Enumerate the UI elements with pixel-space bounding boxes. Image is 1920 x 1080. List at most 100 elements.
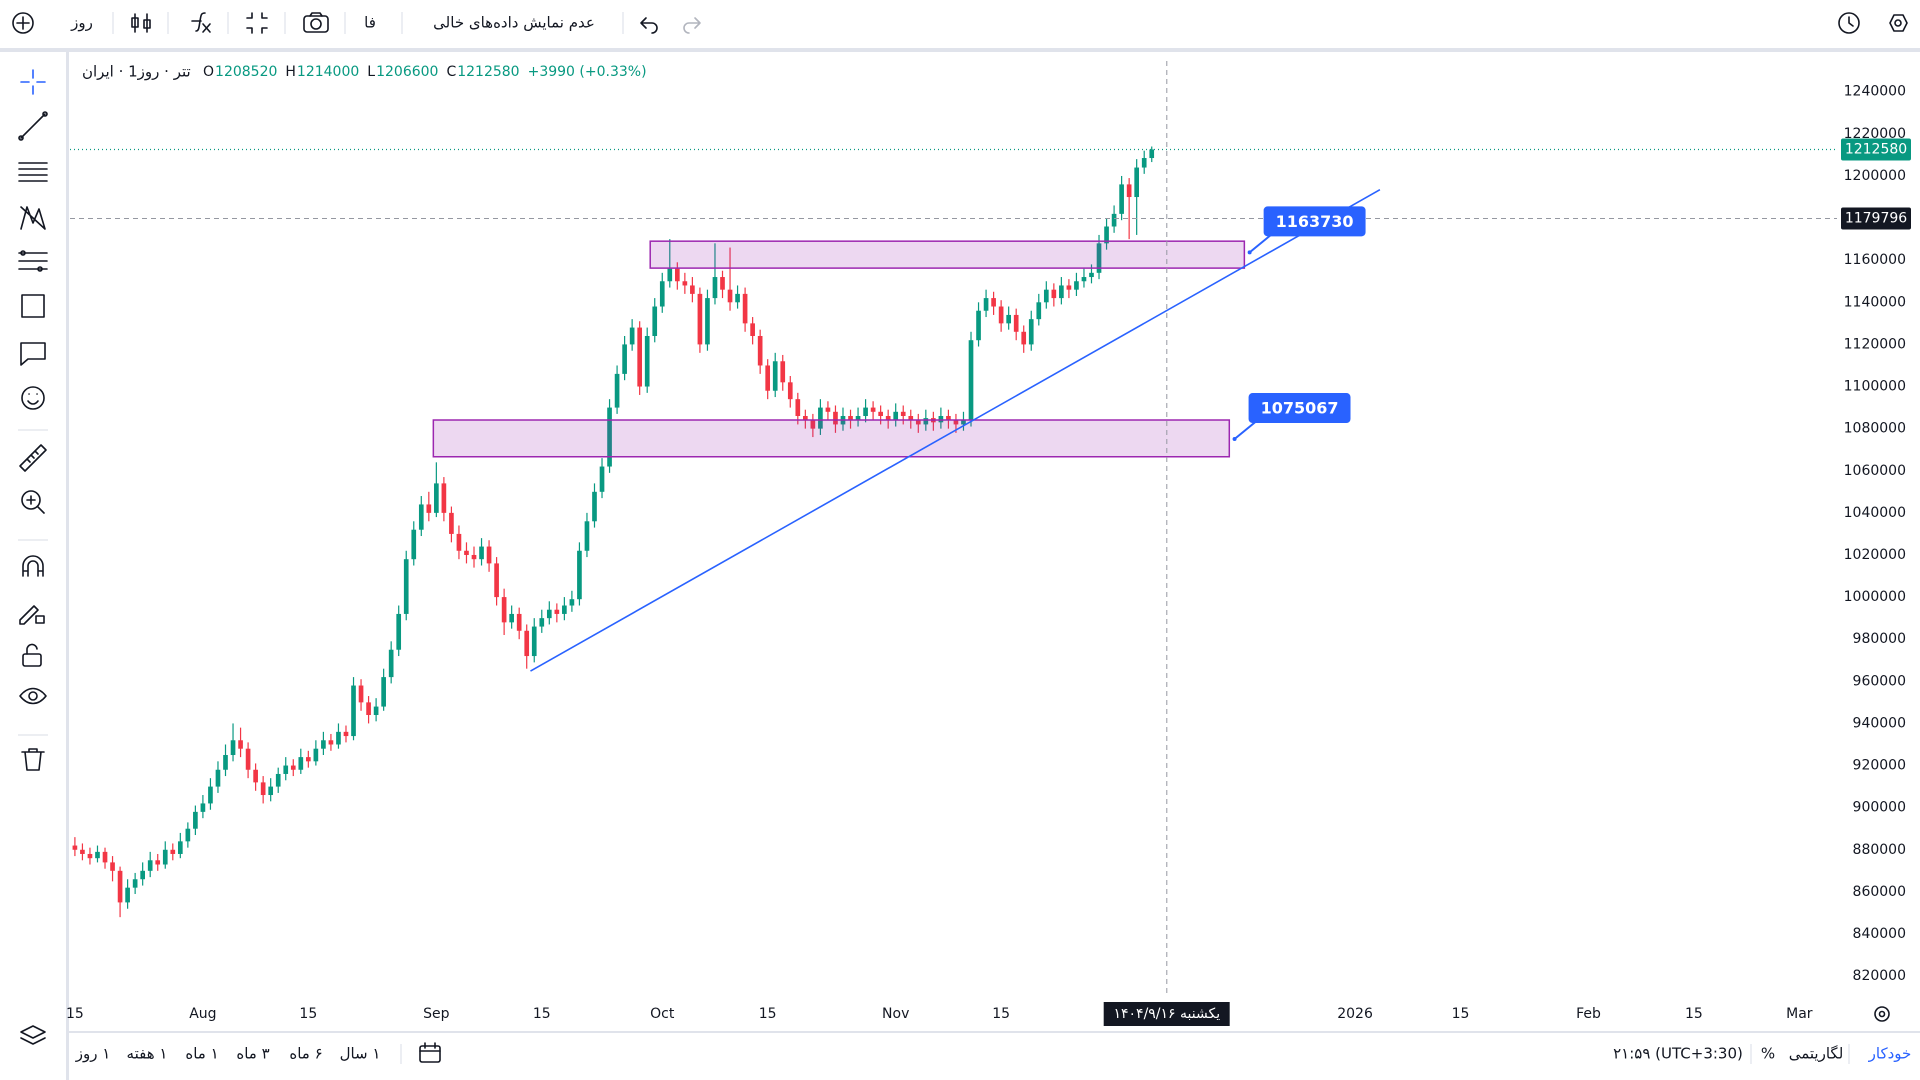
candle-body bbox=[1089, 272, 1094, 278]
range-button[interactable]: ۱ روز bbox=[75, 1044, 111, 1063]
candle-body bbox=[290, 765, 296, 770]
candle-body bbox=[426, 504, 432, 513]
candle-body bbox=[1149, 149, 1155, 159]
candle-body bbox=[983, 298, 989, 311]
percent-toggle[interactable]: % bbox=[1760, 1044, 1776, 1063]
y-tick-label: 1020000 bbox=[1844, 547, 1906, 563]
crosshair-tool[interactable] bbox=[20, 69, 46, 95]
candle-body bbox=[162, 849, 168, 865]
crosshair-price-box bbox=[1841, 207, 1911, 230]
candle-body bbox=[870, 407, 876, 412]
candle-body bbox=[1021, 331, 1027, 345]
shape-tool[interactable] bbox=[21, 294, 45, 318]
fib-tool[interactable] bbox=[18, 250, 48, 272]
object-tree-button[interactable] bbox=[20, 1025, 46, 1045]
language-button[interactable]: فا bbox=[364, 13, 376, 32]
snapshot-button[interactable] bbox=[303, 12, 329, 33]
candle-body bbox=[855, 416, 861, 421]
candle-body bbox=[238, 740, 243, 749]
candle-body bbox=[863, 407, 868, 417]
range-button[interactable]: ۳ ماه bbox=[236, 1044, 270, 1063]
zoom-tool[interactable] bbox=[21, 490, 45, 514]
candle-body bbox=[765, 365, 771, 391]
range-button[interactable]: ۱ هفته bbox=[126, 1044, 168, 1063]
add-symbol-button[interactable] bbox=[12, 12, 34, 34]
y-tick-label: 920000 bbox=[1853, 758, 1906, 774]
draw-lock-tool[interactable] bbox=[19, 605, 45, 625]
candle-body bbox=[208, 786, 213, 804]
sidebar-border bbox=[66, 52, 69, 1080]
candle-body bbox=[554, 609, 560, 614]
candle-body bbox=[787, 382, 793, 400]
compare-button[interactable] bbox=[246, 12, 268, 34]
log-toggle[interactable]: لگاریتمی bbox=[1788, 1044, 1844, 1063]
date-range-button[interactable] bbox=[419, 1042, 441, 1063]
toolbar-border bbox=[0, 48, 1920, 52]
visibility-tool[interactable] bbox=[19, 687, 47, 705]
ohlc-value: 1214000 bbox=[297, 64, 359, 80]
pattern-tool[interactable] bbox=[20, 206, 46, 230]
candle-body bbox=[223, 755, 228, 770]
candle-body bbox=[712, 277, 718, 299]
candle-body bbox=[622, 344, 627, 374]
candle-body bbox=[1126, 184, 1132, 198]
candle-body bbox=[343, 731, 349, 737]
trendline-tool[interactable] bbox=[18, 111, 48, 141]
ohlc-value: 1206600 bbox=[376, 64, 438, 80]
chart-type-button[interactable] bbox=[131, 13, 151, 33]
settings-button[interactable] bbox=[1889, 14, 1908, 32]
candle-body bbox=[1036, 302, 1042, 320]
auto-toggle[interactable]: خودکار bbox=[1868, 1044, 1912, 1063]
indicators-button[interactable] bbox=[191, 12, 211, 33]
x-tick-label: 15 bbox=[992, 1006, 1010, 1022]
candle-body bbox=[697, 293, 703, 345]
candle-body bbox=[584, 521, 590, 551]
timezone[interactable]: ۲۱:۵۹ (UTC+3:30) bbox=[1613, 1044, 1743, 1063]
icon-tool[interactable] bbox=[21, 386, 45, 410]
redo-button[interactable] bbox=[683, 17, 701, 34]
range-button[interactable]: ۱ ماه bbox=[185, 1044, 219, 1063]
candle-body bbox=[531, 626, 537, 657]
axis-settings-button[interactable] bbox=[1874, 1006, 1890, 1022]
y-tick-label: 1080000 bbox=[1844, 421, 1906, 437]
x-tick-label: 15 bbox=[66, 1006, 84, 1022]
undo-button[interactable] bbox=[640, 17, 658, 34]
magnet-tool[interactable] bbox=[22, 555, 44, 577]
last-price-box bbox=[1841, 138, 1911, 161]
range-button[interactable]: ۱ سال bbox=[339, 1044, 381, 1063]
candle-body bbox=[690, 285, 695, 294]
candle-body bbox=[411, 529, 417, 560]
y-tick-label: 1000000 bbox=[1844, 589, 1906, 605]
range-button[interactable]: ۶ ماه bbox=[289, 1044, 323, 1063]
candle-body bbox=[1141, 158, 1147, 168]
ohlc-value: 1212580 bbox=[457, 64, 519, 80]
candle-body bbox=[569, 599, 575, 606]
hide-empty-button[interactable]: عدم نمایش داده‌های خالی bbox=[433, 13, 595, 32]
interval-button[interactable]: روز bbox=[71, 13, 93, 32]
annotation-tool[interactable] bbox=[20, 342, 46, 366]
x-tick-label: Nov bbox=[882, 1006, 909, 1022]
candle-body bbox=[125, 887, 130, 903]
callout-box bbox=[1248, 393, 1351, 424]
candle-body bbox=[644, 335, 650, 387]
remove-tool[interactable] bbox=[21, 748, 45, 771]
candle-body bbox=[757, 335, 763, 366]
candle-body bbox=[893, 411, 899, 421]
candle-body bbox=[306, 757, 311, 762]
lock-tool[interactable] bbox=[22, 643, 42, 667]
lines-tool[interactable] bbox=[18, 162, 48, 182]
y-tick-label: 1040000 bbox=[1844, 505, 1906, 521]
y-tick-label: 820000 bbox=[1853, 968, 1906, 984]
y-tick-label: 1220000 bbox=[1844, 126, 1906, 142]
candle-body bbox=[1013, 314, 1019, 332]
y-tick-label: 1060000 bbox=[1844, 463, 1906, 479]
candle-body bbox=[418, 504, 424, 530]
x-tick-label: 15 bbox=[533, 1006, 551, 1022]
candle-body bbox=[727, 289, 733, 303]
measure-tool[interactable] bbox=[19, 444, 47, 472]
candle-body bbox=[1028, 319, 1034, 345]
replay-button[interactable] bbox=[1838, 12, 1860, 34]
candle-body bbox=[464, 550, 469, 555]
crosshair-date-label: یکشنبه ۱۴۰۴/۹/۱۶ bbox=[1103, 1002, 1231, 1026]
candle-body bbox=[275, 773, 281, 787]
